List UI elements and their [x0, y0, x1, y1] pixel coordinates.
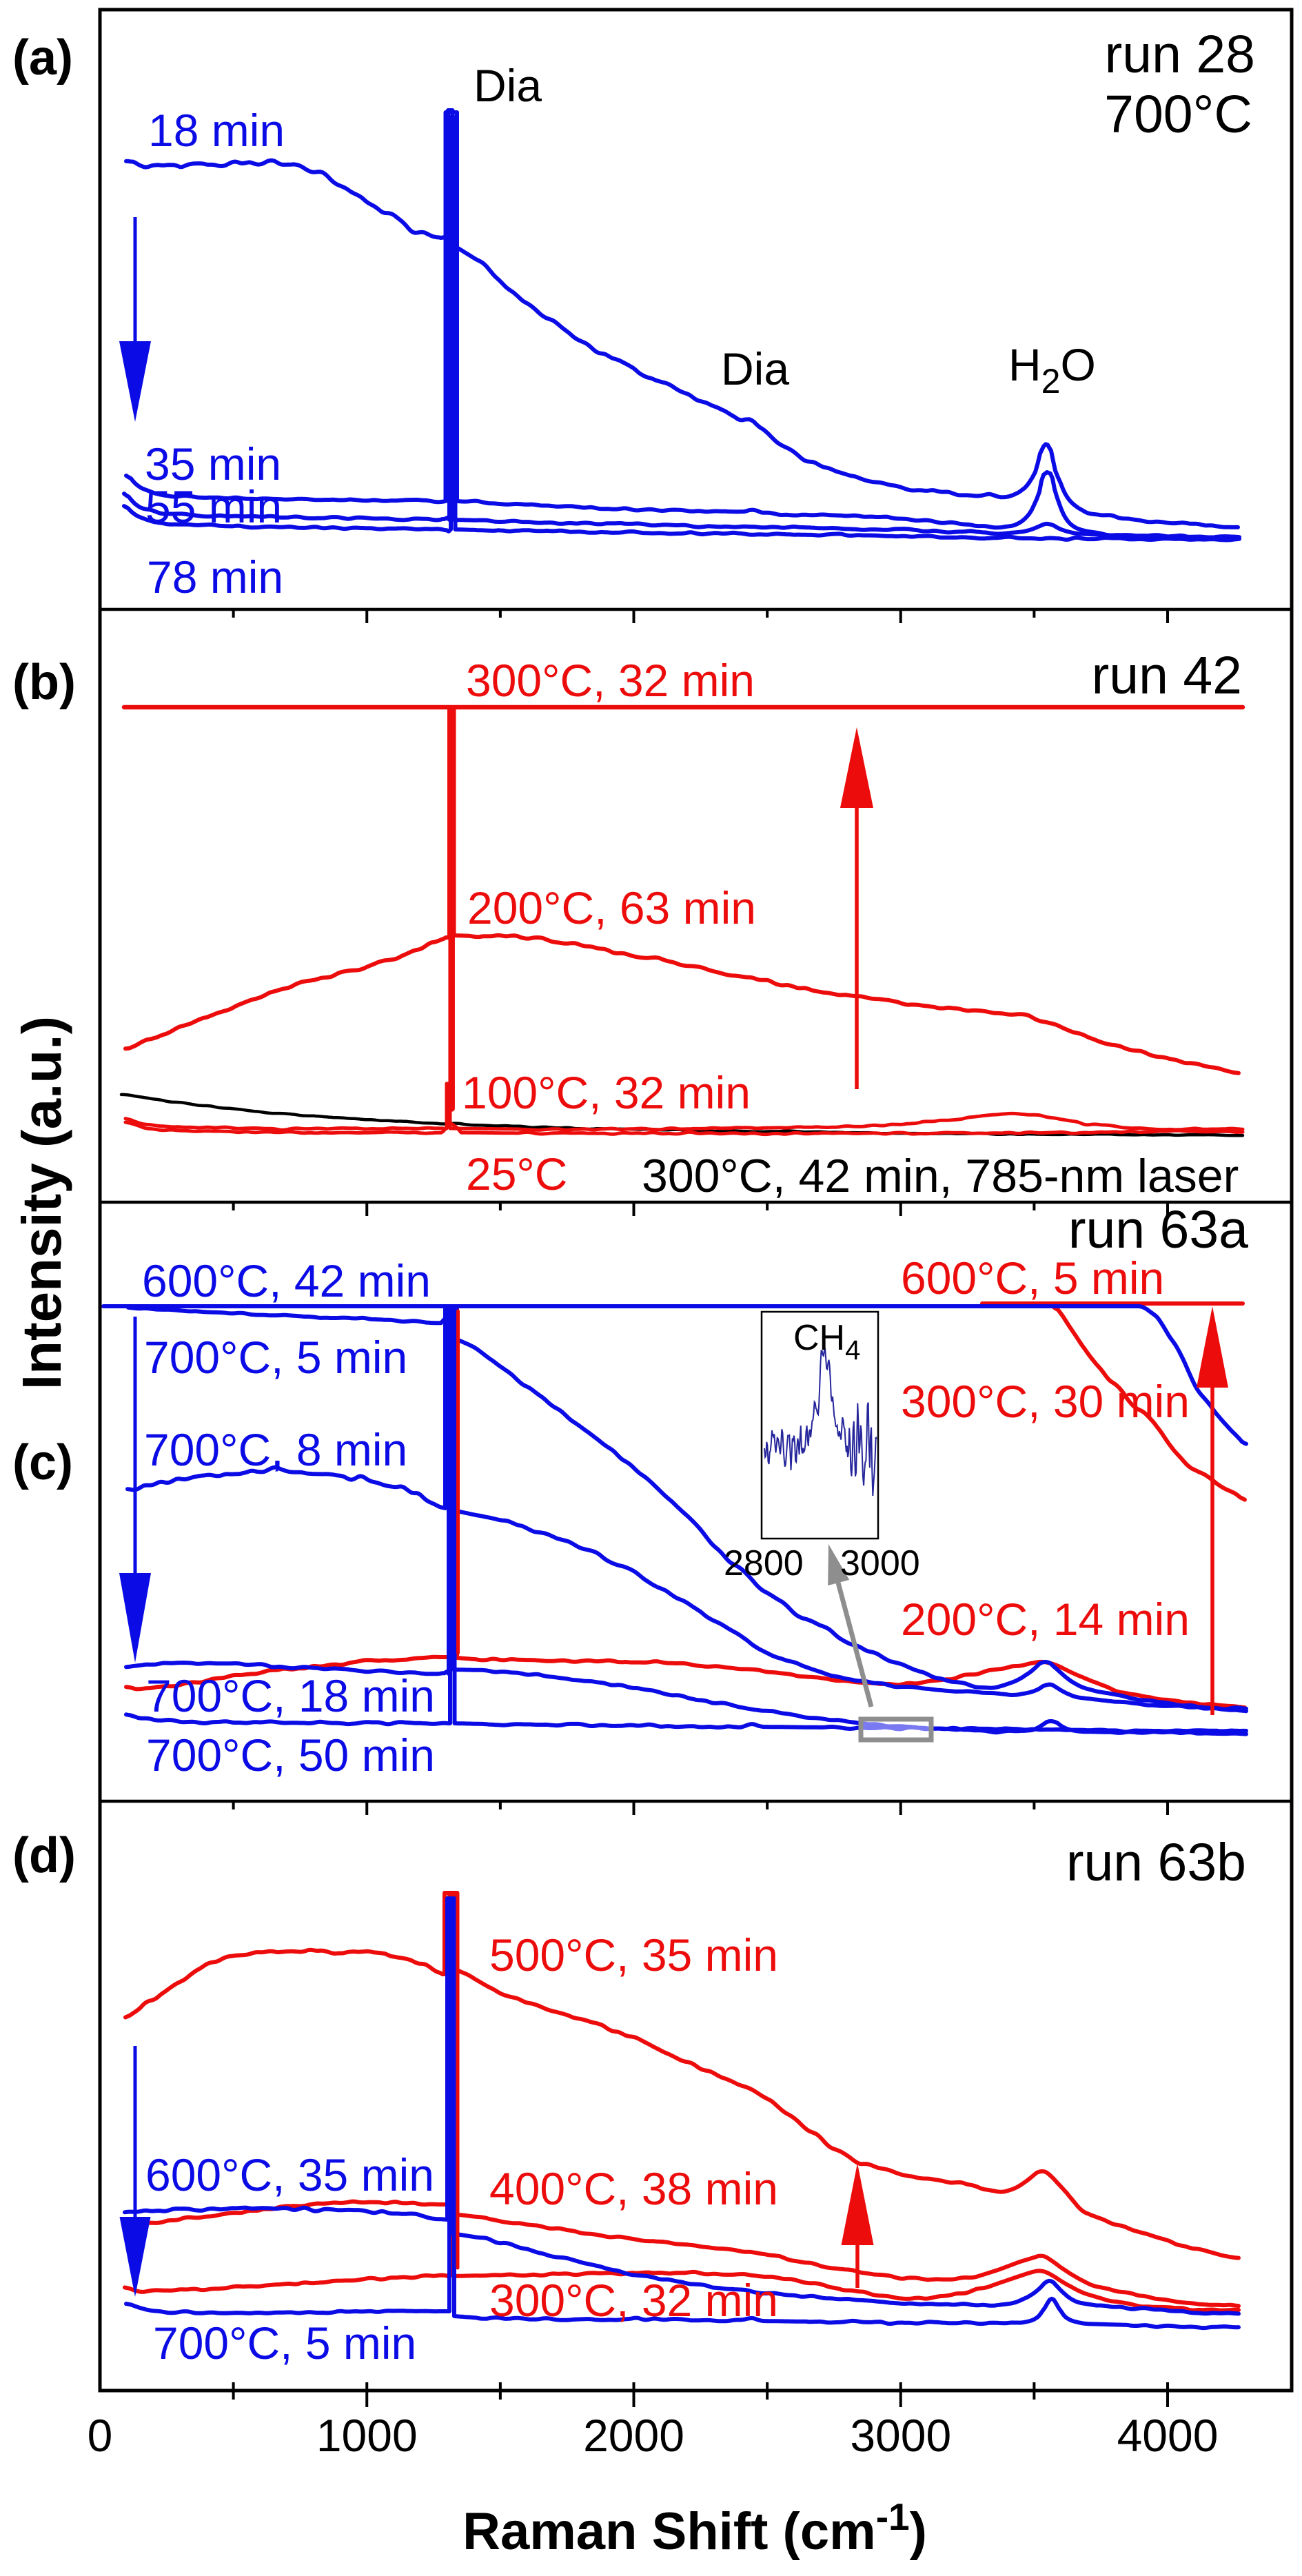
- svg-text:600°C, 5 min: 600°C, 5 min: [901, 1252, 1164, 1304]
- svg-text:600°C, 35 min: 600°C, 35 min: [145, 2149, 434, 2200]
- svg-text:35 min: 35 min: [145, 438, 281, 489]
- svg-text:55 min: 55 min: [145, 481, 282, 532]
- svg-text:(a): (a): [12, 30, 73, 85]
- svg-text:run 63a: run 63a: [1068, 1200, 1248, 1259]
- svg-text:200°C, 14 min: 200°C, 14 min: [901, 1594, 1190, 1645]
- svg-text:Dia: Dia: [721, 343, 789, 394]
- svg-text:500°C, 35 min: 500°C, 35 min: [489, 1929, 778, 1980]
- svg-text:300°C, 30 min: 300°C, 30 min: [901, 1376, 1190, 1427]
- svg-text:600°C, 42 min: 600°C, 42 min: [142, 1255, 431, 1306]
- svg-text:700°C, 5 min: 700°C, 5 min: [153, 2318, 416, 2369]
- svg-text:400°C, 38 min: 400°C, 38 min: [489, 2163, 778, 2214]
- svg-text:3000: 3000: [840, 1543, 920, 1583]
- svg-text:100°C, 32 min: 100°C, 32 min: [462, 1067, 751, 1118]
- svg-text:300°C, 32 min: 300°C, 32 min: [489, 2275, 778, 2326]
- svg-text:700°C, 5 min: 700°C, 5 min: [144, 1332, 407, 1383]
- svg-text:Dia: Dia: [474, 60, 542, 111]
- svg-text:CH4: CH4: [793, 1318, 860, 1366]
- svg-text:(c): (c): [12, 1435, 73, 1490]
- svg-text:Intensity (a.u.): Intensity (a.u.): [11, 1016, 72, 1390]
- svg-text:3000: 3000: [850, 2410, 951, 2461]
- svg-text:1000: 1000: [316, 2410, 418, 2461]
- svg-text:(d): (d): [12, 1828, 76, 1883]
- svg-text:run 42: run 42: [1092, 646, 1242, 705]
- svg-text:25°C: 25°C: [466, 1148, 567, 1199]
- svg-text:200°C, 63 min: 200°C, 63 min: [467, 882, 756, 933]
- svg-text:700°C: 700°C: [1104, 85, 1252, 144]
- svg-text:18 min: 18 min: [148, 105, 285, 156]
- svg-text:(b): (b): [12, 655, 76, 710]
- svg-text:0: 0: [88, 2410, 113, 2461]
- svg-text:run 28: run 28: [1105, 25, 1255, 84]
- svg-text:700°C, 18 min: 700°C, 18 min: [146, 1670, 435, 1721]
- svg-text:Raman Shift (cm-1): Raman Shift (cm-1): [462, 2495, 927, 2561]
- svg-text:4000: 4000: [1117, 2410, 1219, 2461]
- svg-text:300°C, 42 min, 785-nm laser: 300°C, 42 min, 785-nm laser: [642, 1150, 1239, 1202]
- svg-text:run 63b: run 63b: [1066, 1833, 1246, 1892]
- svg-text:300°C, 32 min: 300°C, 32 min: [466, 655, 755, 706]
- svg-text:78 min: 78 min: [147, 551, 283, 602]
- svg-text:2800: 2800: [724, 1543, 804, 1583]
- svg-text:2000: 2000: [583, 2410, 684, 2461]
- svg-text:700°C, 8 min: 700°C, 8 min: [144, 1424, 407, 1475]
- svg-text:700°C, 50 min: 700°C, 50 min: [146, 1730, 435, 1781]
